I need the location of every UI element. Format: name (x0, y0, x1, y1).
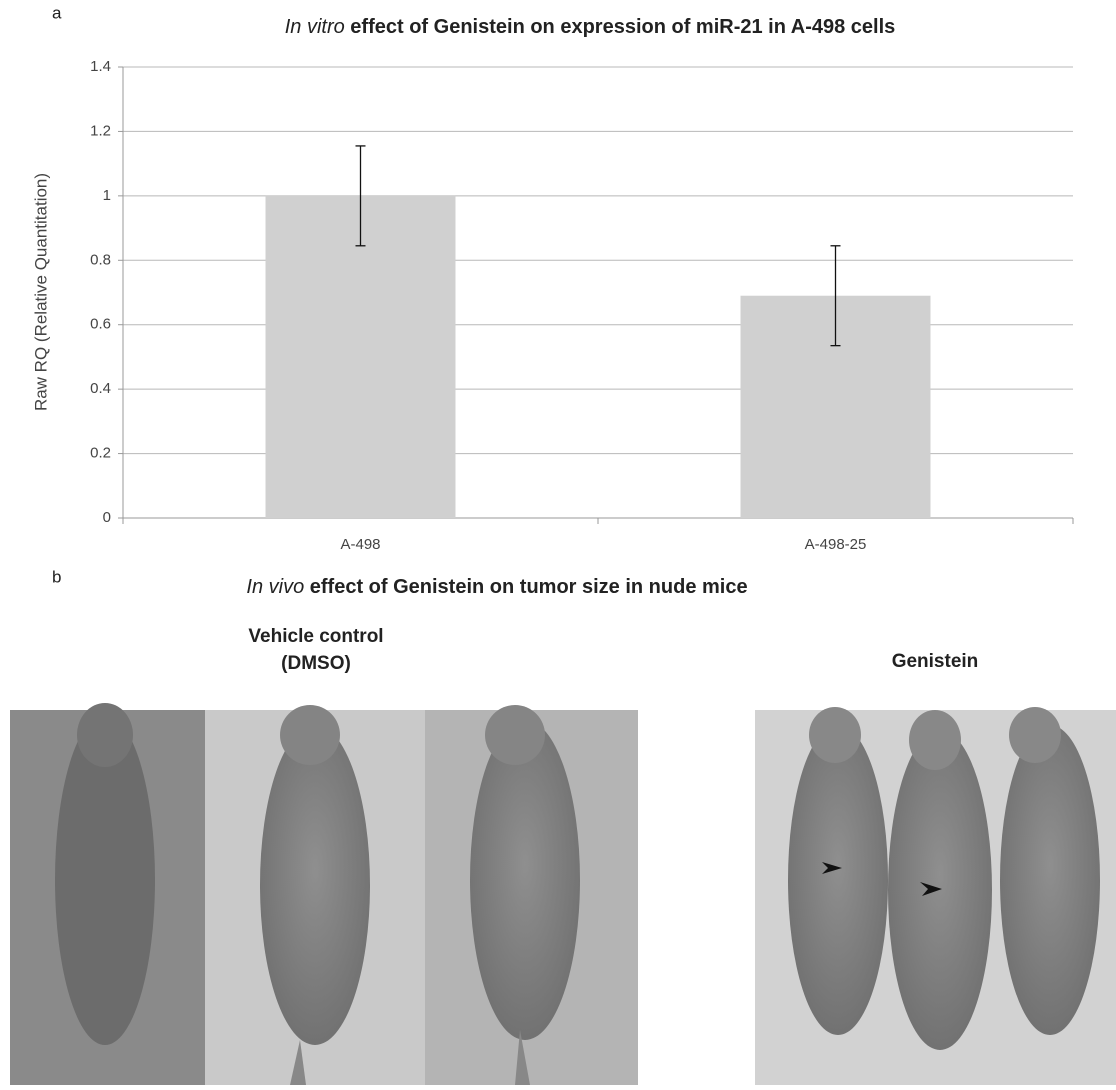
y-tick-label: 0.8 (90, 251, 111, 268)
error-bar (830, 245, 841, 347)
group-label: (DMSO) (281, 653, 351, 674)
bar (265, 195, 456, 518)
y-tick-label: 1.4 (90, 58, 111, 75)
error-bar (355, 145, 366, 247)
y-tick-label: 1.2 (90, 122, 111, 139)
panel-label: b (52, 567, 61, 586)
chart-title: In vitro effect of Genistein on expressi… (285, 16, 896, 38)
x-tick-label: A-498 (340, 536, 380, 553)
y-tick-label: 0.4 (90, 380, 111, 397)
group-label: Genistein (892, 651, 979, 672)
x-tick-label: A-498-25 (805, 536, 867, 553)
y-tick-label: 0.2 (90, 445, 111, 462)
y-axis-label: Raw RQ (Relative Quantitation) (31, 173, 50, 411)
panel-label: a (52, 3, 62, 22)
y-tick-label: 0 (103, 509, 111, 526)
group-label: Vehicle control (248, 626, 383, 647)
y-tick-label: 0.6 (90, 316, 111, 333)
panel-title: In vivo effect of Genistein on tumor siz… (246, 576, 747, 598)
plot-area: 0 0.2 0.4 0.6 0.8 1 1.2 1.4 A-498 A-498-25 (90, 58, 1074, 553)
photo-genistein (755, 707, 1116, 1085)
photo-vehicle (10, 703, 638, 1085)
y-tick-label: 1 (103, 187, 111, 204)
